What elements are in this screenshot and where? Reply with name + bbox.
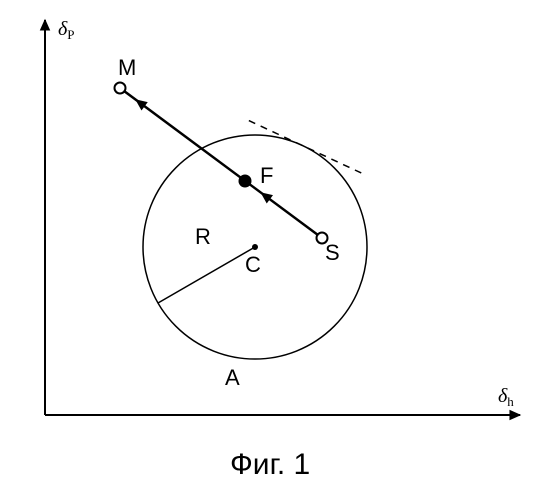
diagram-stage: δP δh M F S R C A Фиг. 1	[0, 0, 558, 500]
label-R: R	[195, 224, 211, 250]
label-M: M	[118, 55, 136, 81]
label-F: F	[260, 163, 273, 189]
label-A: A	[225, 365, 240, 391]
label-S: S	[325, 240, 340, 266]
y-axis-label: δP	[58, 18, 75, 43]
diagram-svg	[0, 0, 558, 500]
figure-caption: Фиг. 1	[230, 448, 310, 482]
label-C: C	[245, 252, 261, 278]
x-axis-label: δh	[498, 385, 514, 410]
